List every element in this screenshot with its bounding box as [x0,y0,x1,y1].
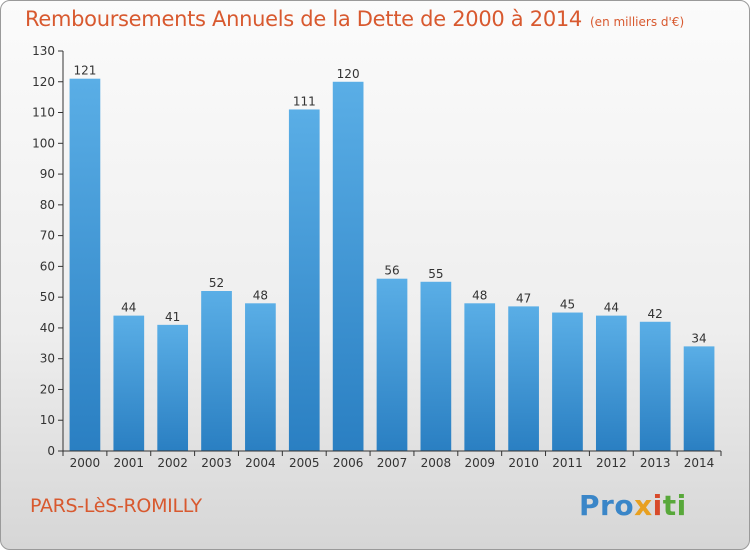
proxiti-logo[interactable]: Proxiti [579,489,687,522]
data-label: 120 [337,67,360,81]
x-tick-label: 2007 [377,456,408,470]
x-tick-label: 2013 [640,456,671,470]
bar-2002 [157,324,189,451]
bar-2012 [595,315,627,451]
x-tick-label: 2005 [289,456,320,470]
x-tick-label: 2014 [684,456,715,470]
data-label: 48 [472,288,487,302]
x-tick-label: 2004 [245,456,276,470]
bar-2004 [245,303,276,451]
y-tick-label: 80 [40,198,55,212]
y-tick-label: 50 [40,290,55,304]
chart-title-text: Remboursements Annuels de la Dette de 20… [25,7,582,31]
y-tick-label: 20 [40,382,55,396]
y-axis: 0 10 20 30 40 50 60 70 80 90 100 110 120 130 [32,44,64,458]
logo-part-4: ti [662,489,687,522]
data-label: 34 [691,331,706,345]
x-tick-label: 2009 [464,456,495,470]
bar-2007 [376,278,408,451]
y-tick-label: 30 [40,352,55,366]
y-tick-label: 130 [32,44,55,58]
y-tick-label: 120 [32,75,55,89]
bar-2013 [639,321,671,451]
bar-2006 [332,81,364,452]
logo-part-1: Pro [579,489,635,522]
x-tick-label: 2010 [508,456,539,470]
y-tick-label: 40 [40,321,55,335]
x-tick-label: 2011 [552,456,583,470]
y-tick-label: 60 [40,259,55,273]
bar-2009 [464,303,496,451]
y-tick-label: 10 [40,413,55,427]
data-label: 44 [604,301,619,315]
x-tick-label: 2006 [333,456,364,470]
y-tick-label: 90 [40,167,55,181]
data-label: 121 [73,64,96,78]
bar-2000 [69,78,101,451]
bar-2001 [113,315,145,451]
x-tick-label: 2008 [421,456,452,470]
logo-part-2: x [634,489,653,522]
data-label: 45 [560,298,575,312]
y-tick-label: 0 [47,444,55,458]
data-label: 111 [293,94,316,108]
bar-2011 [552,312,583,451]
x-axis: 2000 2001 2002 2003 2004 2005 2006 2007 2008 2009… [62,450,722,470]
data-label: 42 [648,307,663,321]
x-tick-label: 2003 [201,456,232,470]
data-label: 41 [165,310,180,324]
data-label: 48 [253,288,268,302]
bar-2010 [508,306,539,451]
data-label: 55 [428,267,443,281]
y-tick-label: 70 [40,229,55,243]
chart-title: Remboursements Annuels de la Dette de 20… [25,7,684,31]
logo-part-3: i [652,489,663,522]
bar-2005 [288,109,320,451]
data-label: 56 [384,264,399,278]
bar-2014 [683,346,715,451]
bar-2008 [420,281,452,451]
bars: 121 44 41 52 48 111 120 56 55 48 47 45 44 42 34 [69,64,715,452]
data-label: 52 [209,276,224,290]
commune-name: PARS-LèS-ROMILLY [30,495,202,517]
x-tick-label: 2012 [596,456,627,470]
data-label: 44 [121,301,136,315]
y-tick-label: 110 [32,106,55,120]
x-tick-label: 2000 [70,456,101,470]
y-tick-label: 100 [32,136,55,150]
x-tick-label: 2001 [114,456,145,470]
bar-2003 [201,291,232,451]
chart-unit: (en milliers d'€) [590,15,685,29]
x-tick-label: 2002 [157,456,188,470]
data-label: 47 [516,291,531,305]
